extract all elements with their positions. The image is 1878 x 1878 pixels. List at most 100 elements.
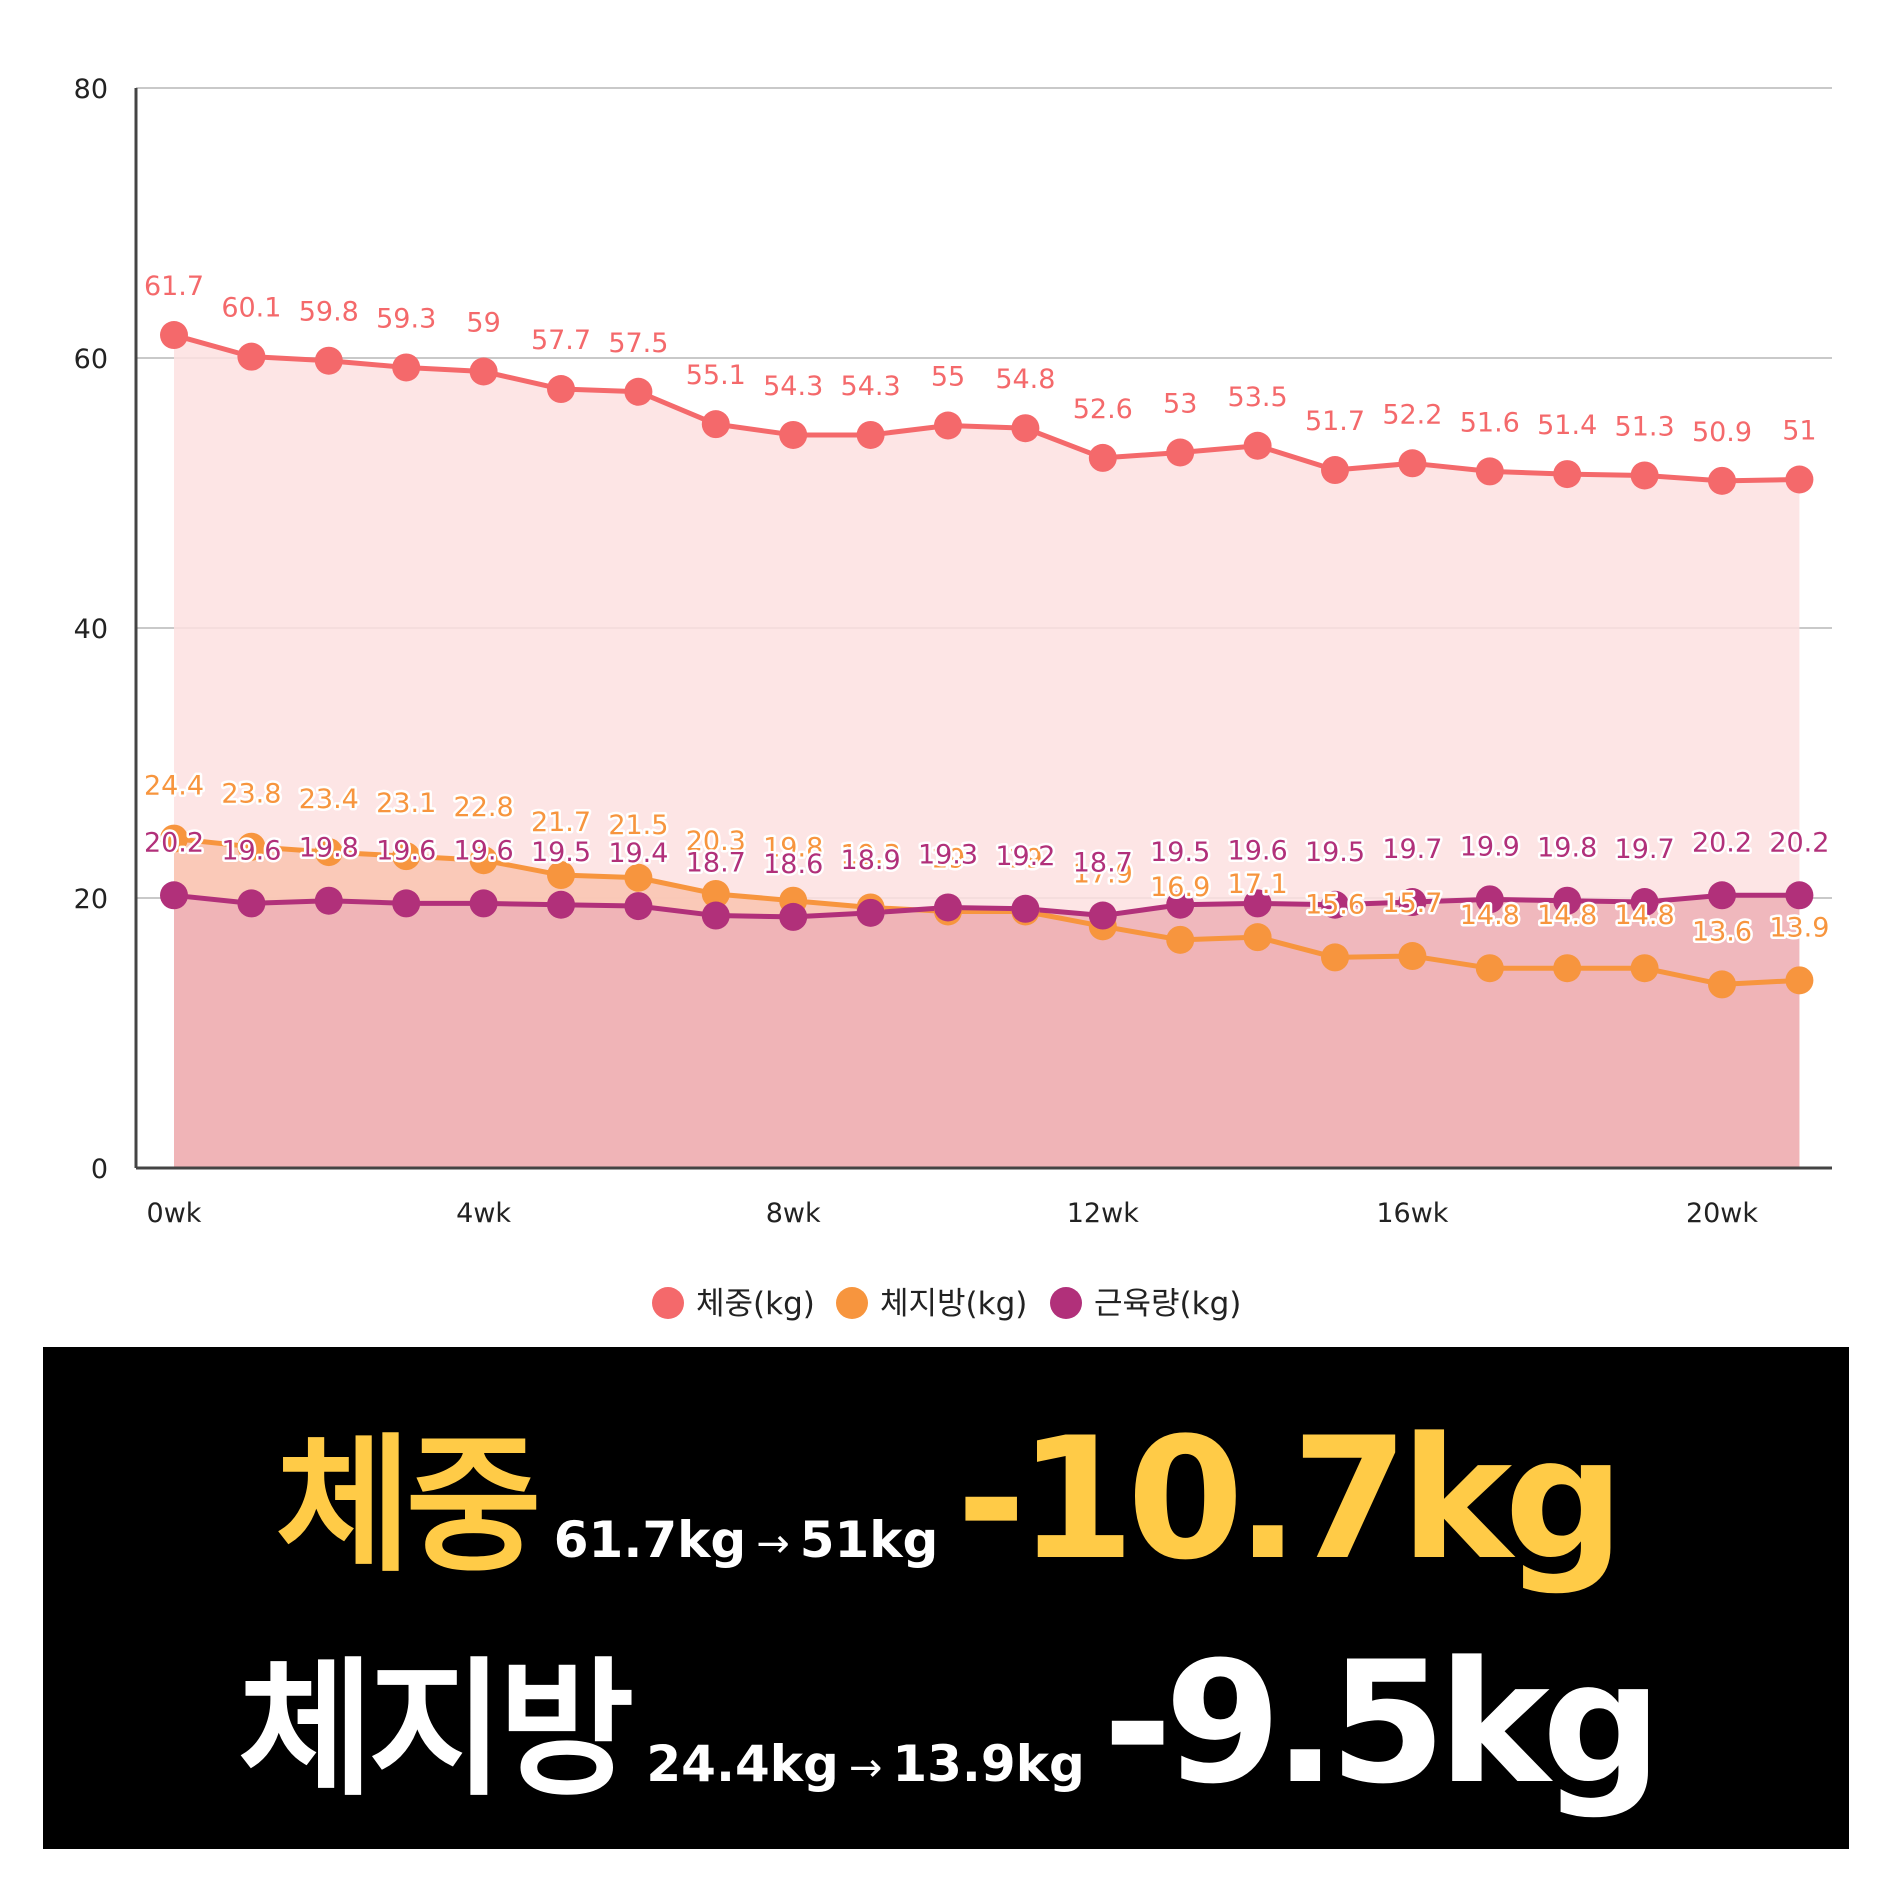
data-point bbox=[1166, 925, 1195, 954]
data-point bbox=[1553, 954, 1582, 983]
data-label: 19.8 bbox=[299, 833, 359, 864]
data-label: 54.3 bbox=[763, 371, 823, 402]
data-point bbox=[237, 832, 266, 861]
bodyfat-from: 24.4kg bbox=[646, 1735, 839, 1793]
data-label: 51.7 bbox=[1305, 406, 1365, 437]
data-label: 19.9 bbox=[1460, 831, 1520, 862]
data-label: 21.7 bbox=[531, 807, 591, 838]
data-label: 15.6 bbox=[1305, 889, 1365, 920]
data-label: 19 bbox=[931, 844, 965, 875]
data-point bbox=[934, 893, 962, 922]
data-label: 19.3 bbox=[841, 839, 901, 870]
data-label: 18.9 bbox=[841, 845, 901, 876]
data-label: 13.6 bbox=[1692, 916, 1752, 947]
data-point bbox=[1011, 414, 1040, 443]
data-label: 51.6 bbox=[1460, 407, 1520, 438]
data-label: 18.7 bbox=[686, 848, 746, 879]
summary-banner: 체중 61.7kg → 51kg -10.7kg 체지방 24.4kg → 13.9kg -9.… bbox=[43, 1347, 1849, 1849]
weight-arrow: → bbox=[756, 1521, 790, 1567]
data-point bbox=[1088, 443, 1117, 472]
data-point bbox=[1785, 966, 1814, 995]
data-label: 24.4 bbox=[144, 771, 204, 802]
data-point bbox=[314, 838, 343, 867]
data-label: 18.6 bbox=[763, 849, 823, 880]
data-point bbox=[392, 353, 421, 382]
bodyfat-summary-row: 체지방 24.4kg → 13.9kg -9.5kg bbox=[43, 1609, 1849, 1824]
tick-labels: 0 20 40 60 80 0wk 4wk 8wk 12wk 16wk 20wk bbox=[74, 74, 1759, 1229]
data-point bbox=[392, 842, 421, 871]
data-label: 19.5 bbox=[1305, 837, 1365, 868]
data-label: 19.6 bbox=[454, 835, 514, 866]
data-point bbox=[237, 889, 266, 918]
data-point bbox=[624, 377, 653, 406]
data-label: 52.2 bbox=[1382, 399, 1442, 430]
data-point bbox=[1166, 438, 1195, 467]
weight-delta: -10.7kg bbox=[956, 1401, 1624, 1597]
data-label: 59.8 bbox=[299, 297, 359, 328]
series-line-2 bbox=[173, 892, 1800, 920]
data-label: 51.3 bbox=[1615, 411, 1675, 442]
data-points bbox=[160, 321, 1814, 999]
data-point bbox=[624, 892, 653, 921]
data-label: 19.8 bbox=[763, 833, 823, 864]
data-label: 20.3 bbox=[686, 826, 746, 857]
y-tick-label: 60 bbox=[74, 344, 108, 375]
data-label: 55 bbox=[931, 362, 965, 393]
area-2 bbox=[174, 895, 1800, 1168]
data-label: 18.7 bbox=[1073, 848, 1133, 879]
data-label: 21.5 bbox=[608, 810, 668, 841]
data-point bbox=[469, 357, 498, 386]
data-point bbox=[314, 886, 343, 915]
data-point bbox=[1321, 890, 1349, 919]
data-label: 19 bbox=[1008, 844, 1042, 875]
data-point bbox=[856, 420, 885, 449]
y-tick-label: 80 bbox=[74, 74, 108, 105]
data-label: 19.5 bbox=[531, 837, 591, 868]
data-point bbox=[1630, 888, 1659, 917]
x-tick-label: 0wk bbox=[147, 1198, 202, 1229]
data-point bbox=[624, 863, 653, 892]
x-tick-label: 20wk bbox=[1686, 1198, 1758, 1229]
data-point bbox=[1398, 449, 1427, 478]
bodyfat-summary-label: 체지방 bbox=[237, 1644, 634, 1816]
bodyfat-range: 24.4kg → 13.9kg bbox=[646, 1735, 1084, 1793]
weight-summary-row: 체중 61.7kg → 51kg -10.7kg bbox=[43, 1385, 1849, 1600]
data-point bbox=[1785, 881, 1814, 910]
data-label: 20.2 bbox=[1769, 827, 1829, 858]
data-label: 13.9 bbox=[1769, 912, 1829, 943]
data-point bbox=[1708, 970, 1736, 999]
data-point bbox=[1630, 954, 1659, 983]
data-point bbox=[547, 890, 575, 919]
data-label: 23.8 bbox=[221, 779, 281, 810]
data-point bbox=[547, 861, 575, 890]
data-label: 19.6 bbox=[376, 835, 436, 866]
data-point bbox=[1398, 888, 1427, 917]
data-label: 51.4 bbox=[1537, 410, 1597, 441]
y-tick-label: 0 bbox=[91, 1154, 108, 1185]
data-point bbox=[1243, 889, 1272, 918]
data-label: 61.7 bbox=[144, 271, 204, 302]
data-label: 19.7 bbox=[1382, 834, 1442, 865]
data-label: 17.1 bbox=[1228, 869, 1288, 900]
data-point bbox=[1088, 901, 1117, 930]
legend-marker bbox=[1050, 1287, 1082, 1319]
data-point bbox=[1553, 886, 1582, 915]
data-label: 19.7 bbox=[1615, 834, 1675, 865]
series-lines bbox=[173, 332, 1800, 987]
data-point bbox=[1243, 431, 1272, 460]
data-point bbox=[1011, 894, 1040, 923]
data-point bbox=[160, 824, 188, 853]
data-point bbox=[779, 420, 808, 449]
data-label: 51 bbox=[1782, 416, 1816, 447]
data-label: 19.3 bbox=[918, 839, 978, 870]
data-point bbox=[779, 902, 808, 931]
data-point bbox=[469, 846, 498, 875]
data-label: 20.2 bbox=[1692, 827, 1752, 858]
data-label: 55.1 bbox=[686, 360, 746, 391]
data-label: 14.8 bbox=[1460, 900, 1520, 931]
data-point bbox=[160, 321, 188, 350]
weight-to: 51kg bbox=[799, 1511, 939, 1569]
data-point bbox=[1708, 881, 1736, 910]
data-point bbox=[856, 898, 885, 927]
data-label: 59.3 bbox=[376, 303, 436, 334]
